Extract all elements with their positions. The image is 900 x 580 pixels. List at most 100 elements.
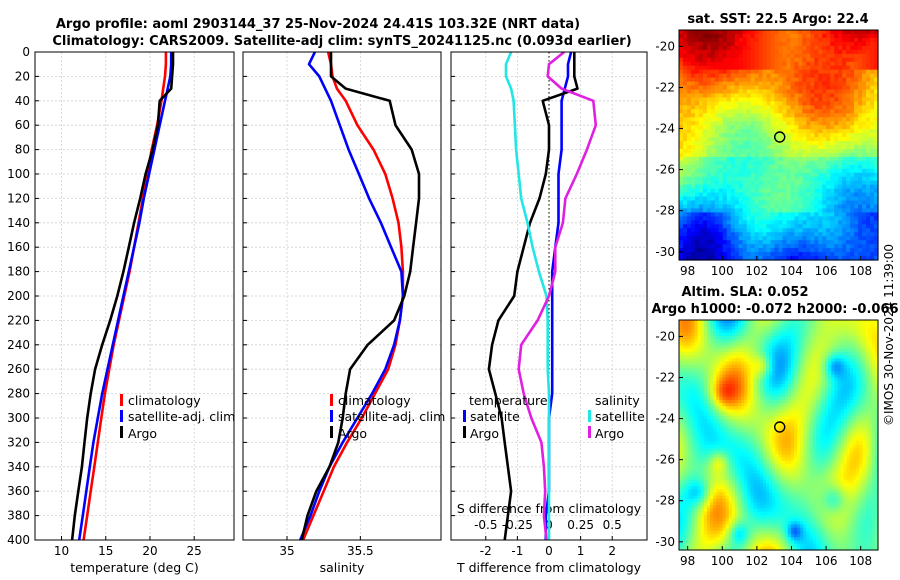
map-cell (858, 109, 863, 114)
map-cell (753, 367, 758, 372)
map-cell (725, 351, 730, 356)
map-cell (722, 248, 728, 253)
map-cell (826, 164, 831, 170)
map-cell (838, 117, 843, 122)
map-cell (806, 156, 811, 162)
map-cell (714, 117, 720, 122)
map-cell (694, 351, 699, 356)
map-cell (694, 502, 699, 506)
map-cell (713, 470, 717, 474)
map-cell (810, 77, 815, 83)
map-cell (838, 105, 843, 110)
map-cell (738, 409, 742, 414)
map-cell (786, 160, 792, 166)
map-cell (830, 240, 835, 245)
map-cell (814, 192, 819, 198)
map-cell (722, 252, 728, 257)
map-cell (714, 228, 720, 233)
map-cell (806, 180, 811, 186)
map-cell (688, 495, 693, 500)
map-cell (802, 240, 807, 245)
map-cell (798, 61, 803, 67)
map-cell (706, 137, 712, 142)
map-cell (722, 393, 727, 398)
map-cell (719, 518, 724, 522)
map-cell (862, 204, 867, 210)
map-cell (685, 387, 689, 391)
map-cell (802, 133, 807, 138)
map-cell (834, 232, 839, 237)
map-cell (798, 73, 803, 79)
map-cell (685, 521, 689, 526)
map-cell (679, 164, 684, 170)
map-cell (694, 524, 699, 529)
map-cell (713, 396, 717, 401)
map-cell (790, 125, 796, 130)
map-cell (730, 109, 736, 114)
map-cell (710, 248, 716, 253)
map-cell (716, 486, 721, 490)
map-cell (758, 176, 764, 182)
map-cell (814, 69, 819, 75)
map-cell (710, 348, 714, 353)
map-cell (731, 364, 736, 369)
map-cell (686, 125, 692, 130)
map-cell (702, 204, 708, 210)
map-cell (838, 49, 843, 55)
map-cell (722, 329, 727, 334)
map-cell (850, 172, 855, 178)
map-cell (747, 371, 752, 375)
map-cell (685, 470, 689, 474)
map-cell (858, 232, 863, 237)
map-cell (691, 383, 696, 388)
map-cell (842, 97, 847, 102)
map-cell (718, 65, 724, 71)
map-cell (846, 89, 851, 95)
map-cell (722, 30, 728, 35)
map-cell (697, 339, 702, 343)
map-cell (762, 133, 768, 138)
map-cell (794, 33, 799, 39)
map-cell (814, 145, 819, 150)
map-cell (691, 403, 696, 407)
map-cell (838, 248, 843, 253)
map-cell (738, 121, 744, 126)
map-cell (702, 240, 708, 245)
map-cell (758, 133, 764, 138)
map-cell (866, 81, 871, 87)
map-cell (730, 61, 736, 67)
map-cell (738, 81, 744, 87)
map-cell (679, 77, 684, 83)
map-cell (685, 486, 689, 490)
map-cell (731, 403, 736, 407)
map-cell (710, 489, 714, 494)
map-cell (830, 196, 835, 202)
map-cell (691, 348, 696, 353)
map-cell (738, 486, 742, 490)
map-cell (738, 431, 742, 436)
map-cell (679, 502, 683, 506)
map-cell (697, 345, 702, 350)
map-cell (698, 105, 704, 110)
map-cell (742, 105, 748, 110)
map-cell (754, 129, 760, 134)
map-cell (731, 326, 736, 331)
map-cell (798, 168, 803, 174)
map-cell (722, 81, 728, 87)
map-cell (870, 180, 875, 186)
map-cell (747, 358, 752, 363)
map-cell (842, 212, 847, 217)
map-cell (854, 212, 859, 217)
map-cell (810, 172, 815, 178)
map-cell (750, 53, 756, 59)
map-cell (691, 476, 696, 481)
map-cell (738, 145, 744, 150)
map-cell (747, 422, 752, 427)
map-cell (706, 387, 711, 391)
map-cell (703, 431, 708, 436)
map-cell (698, 216, 704, 221)
map-cell (691, 419, 696, 423)
map-cell (679, 204, 684, 210)
map-cell (734, 546, 739, 551)
